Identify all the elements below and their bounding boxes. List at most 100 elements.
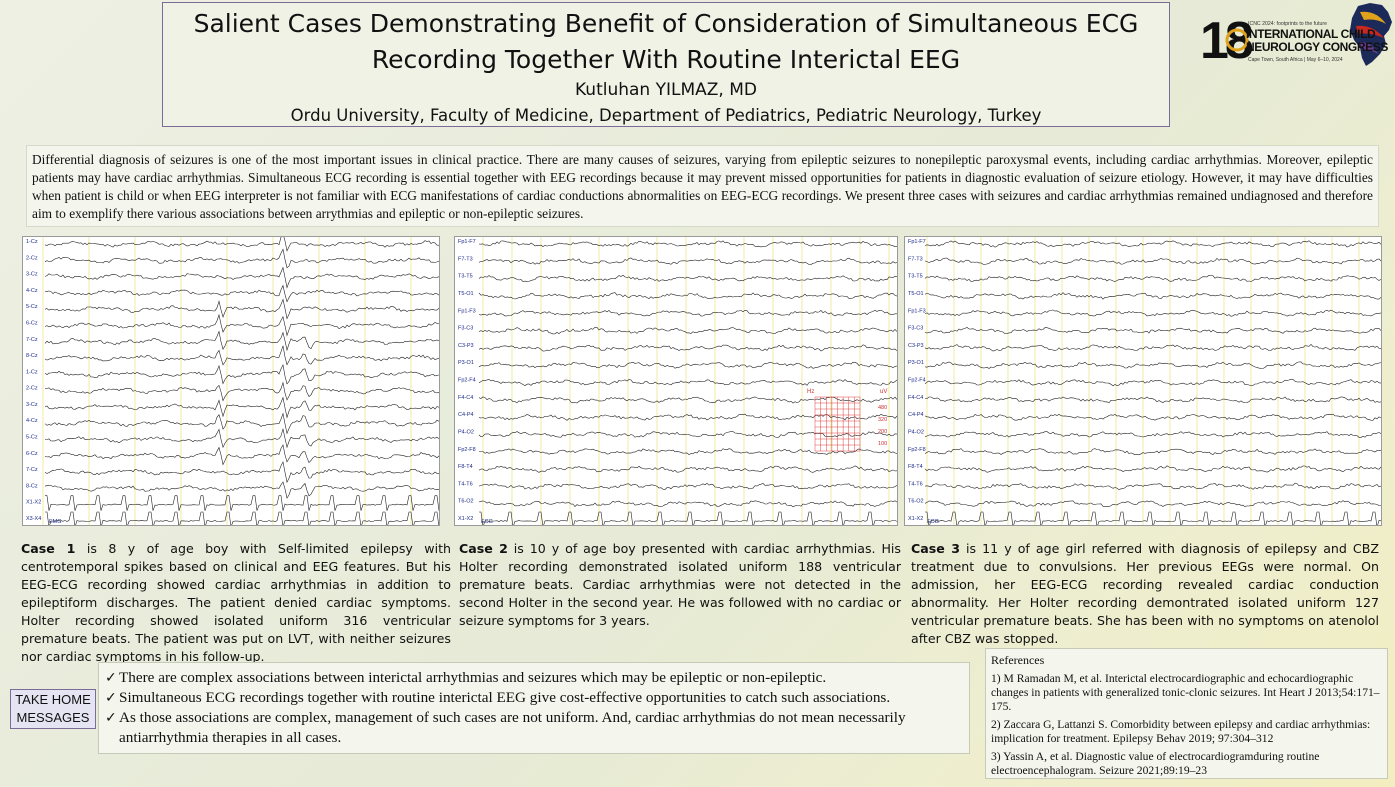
eeg-channel-trace <box>44 266 439 289</box>
ecg-trace <box>479 511 897 525</box>
channel-label: T4-T6 <box>908 481 923 487</box>
take-home-item: ✓ Simultaneous ECG recordings together w… <box>105 688 963 708</box>
channel-label: F4-C4 <box>908 395 923 401</box>
channel-label: C3-P3 <box>458 343 474 349</box>
references-heading: References <box>991 653 1045 667</box>
eeg-channel-trace <box>924 482 1381 491</box>
channel-label: F7-T3 <box>908 256 923 262</box>
channel-label: T3-T5 <box>458 274 473 280</box>
case-2-description: Case 2 is 10 y of age boy presented with… <box>459 540 901 630</box>
channel-label: C4-P4 <box>458 412 474 418</box>
eeg-channel-trace <box>44 330 439 352</box>
check-icon: ✓ <box>105 710 117 726</box>
eeg-channel-trace <box>478 413 897 421</box>
channel-label: P3-O1 <box>908 360 924 366</box>
eeg-channel-trace <box>44 313 439 337</box>
channel-label: Fp1-F3 <box>908 308 926 314</box>
overlay-value: 480 <box>878 405 887 411</box>
channel-label: 2-Cz <box>26 386 38 392</box>
eeg-channel-trace <box>478 274 897 283</box>
case-1-description: Case 1 is 8 y of age boy with Self-limit… <box>21 540 451 666</box>
eeg-channel-trace <box>44 444 439 466</box>
eeg-channel-trace <box>44 284 439 303</box>
eeg-channel-trace <box>924 431 1381 438</box>
ecg-trace <box>925 511 1381 525</box>
eeg-channel-trace <box>479 448 897 455</box>
channel-label: P4-O2 <box>908 429 924 435</box>
case-3-text: is 11 y of age girl referred with diagno… <box>911 541 1379 646</box>
eeg-channel-trace <box>44 345 439 366</box>
eeg-channel-trace <box>924 465 1381 473</box>
case-2-text: is 10 y of age boy presented with cardia… <box>459 541 901 628</box>
channel-label: X1-X2 <box>908 516 923 522</box>
eeg-channel-trace <box>924 343 1381 352</box>
channel-label: 3-Cz <box>26 272 38 278</box>
channel-label: Fp1-F3 <box>458 308 476 314</box>
reference-item: 3) Yassin A, et al. Diagnostic value of … <box>991 750 1320 777</box>
check-icon: ✓ <box>105 690 117 706</box>
eeg-channel-trace <box>44 237 439 252</box>
channel-label: T5-O1 <box>458 291 474 297</box>
references-box: References 1) M Ramadan M, et al. Interi… <box>985 648 1388 779</box>
eeg-channel-trace <box>478 292 897 300</box>
title-line-1: Salient Cases Demonstrating Benefit of C… <box>193 9 1139 38</box>
eeg-channel-trace <box>478 344 897 352</box>
channel-label: 8-Cz <box>26 483 38 489</box>
case-1-text: is 8 y of age boy with Self-limited epil… <box>21 541 451 664</box>
channel-label: X3-X4 <box>26 516 41 522</box>
channel-label: Fp1-F7 <box>908 239 926 245</box>
logo-tagline: ICNC 2024: footprints to the future <box>1248 21 1327 27</box>
channel-label: T5-O1 <box>908 291 924 297</box>
logo-zero-ring <box>1225 28 1249 52</box>
take-home-label-line-1: TAKE HOME <box>15 692 91 707</box>
take-home-item: ✓ As those associations are complex, man… <box>105 708 963 748</box>
eeg-channel-trace <box>478 500 897 508</box>
eeg-channel-trace <box>478 379 897 386</box>
channel-label: 7-Cz <box>26 467 38 473</box>
africa-swoosh-red <box>1356 25 1384 38</box>
eeg-channel-trace <box>44 461 439 484</box>
eeg-channel-trace <box>478 465 897 473</box>
channel-label: 5-Cz <box>26 435 38 441</box>
eeg-channel-trace <box>44 248 439 269</box>
channel-label: T4-T6 <box>458 481 473 487</box>
africa-swoosh-yellow <box>1360 11 1386 24</box>
take-home-item: ✓ There are complex associations between… <box>105 668 963 688</box>
eeg-channel-trace <box>44 381 439 402</box>
channel-label: C4-P4 <box>908 412 924 418</box>
take-home-label: TAKE HOME MESSAGES <box>10 689 96 729</box>
overlay-hz-label: Hz <box>807 389 814 395</box>
poster-title: Salient Cases Demonstrating Benefit of C… <box>163 6 1169 78</box>
eeg-panel-case-2: Fp1-F7 F7-T3 T3-T5 T5-O1 Fp1-F3 F3-C3 C3-P3 P3-… <box>454 236 898 526</box>
channel-label: Fp2-F4 <box>908 378 926 384</box>
eeg-channel-trace <box>478 309 897 317</box>
channel-label: T6-O2 <box>908 499 924 505</box>
case-3-description: Case 3 is 11 y of age girl referred with… <box>911 540 1379 648</box>
eeg-channel-trace <box>478 257 897 265</box>
intro-paragraph: Differential diagnosis of seizures is on… <box>26 145 1379 227</box>
eeg-channel-trace <box>924 292 1381 300</box>
congress-logo: 18 ICNC 2024: footprints to the future I… <box>1200 3 1392 70</box>
eeg-trace-case-3: Fp1-F7 F7-T3 T3-T5 T5-O1 Fp1-F3 F3-C3 C3-P3 P3-… <box>908 237 1381 525</box>
eeg-channel-trace <box>924 309 1381 317</box>
check-icon: ✓ <box>105 670 117 686</box>
channel-label: 6-Cz <box>26 451 38 457</box>
reference-item: 1) M Ramadan M, et al. Interictal electr… <box>991 672 1380 713</box>
eeg-channel-trace <box>478 431 897 438</box>
ecg-label: ECG <box>927 519 939 525</box>
channel-label: T6-O2 <box>458 499 474 505</box>
eeg-channel-trace <box>44 298 439 320</box>
channel-label: F3-C3 <box>908 326 923 332</box>
channel-label: 4-Cz <box>26 418 38 424</box>
africa-map-icon <box>1350 3 1392 66</box>
eeg-panel-case-1: 1-Cz 2-Cz 3-Cz 4-Cz 5-Cz 6-Cz 7-Cz 8-Cz 1-Cz 2-Cz… <box>22 236 440 526</box>
eeg-channel-trace <box>478 326 897 335</box>
take-home-messages: ✓ There are complex associations between… <box>98 662 970 754</box>
case-1-label: Case 1 <box>21 541 76 556</box>
channel-label: T3-T5 <box>908 274 923 280</box>
ecg-label: ECG <box>481 519 493 525</box>
channel-label: P3-O1 <box>458 360 474 366</box>
title-box: Salient Cases Demonstrating Benefit of C… <box>162 2 1170 127</box>
title-line-2: Recording Together With Routine Interict… <box>371 45 961 74</box>
channel-label: 8-Cz <box>26 353 38 359</box>
